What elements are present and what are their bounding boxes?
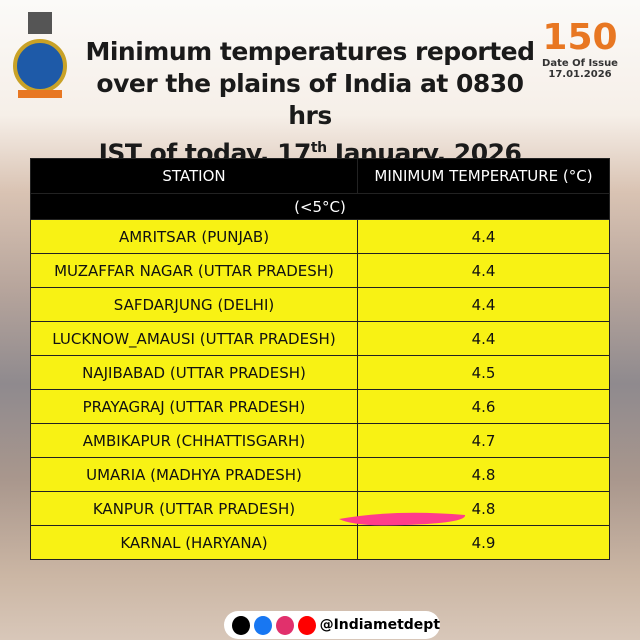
table-row: UMARIA (MADHYA PRADESH) 4.8 bbox=[30, 457, 610, 492]
station: KARNAL (HARYANA) bbox=[30, 525, 358, 560]
min-temperature: 4.4 bbox=[357, 321, 610, 356]
min-temperature: 4.4 bbox=[357, 287, 610, 322]
badge-number: 150 bbox=[542, 17, 618, 58]
title-line: over the plains of India at 0830 hrs bbox=[80, 68, 540, 132]
instagram-icon[interactable] bbox=[275, 615, 294, 635]
min-temperature: 4.5 bbox=[357, 355, 610, 390]
social-footer: @Indiametdept bbox=[224, 611, 440, 639]
min-temperature: 4.4 bbox=[357, 253, 610, 288]
title-superscript: th bbox=[310, 140, 327, 156]
temperature-table: STATION MINIMUM TEMPERATURE (°C) (<5°C) … bbox=[30, 158, 610, 560]
station: UMARIA (MADHYA PRADESH) bbox=[30, 457, 358, 492]
group-header: (<5°C) bbox=[30, 193, 610, 220]
issue-label: Date Of Issue bbox=[542, 58, 618, 69]
station: SAFDARJUNG (DELHI) bbox=[30, 287, 358, 322]
table-row: SAFDARJUNG (DELHI) 4.4 bbox=[30, 287, 610, 322]
anniversary-badge: 150 Date Of Issue 17.01.2026 bbox=[540, 17, 620, 81]
min-temperature: 4.7 bbox=[357, 423, 610, 458]
table-row: AMRITSAR (PUNJAB) 4.4 bbox=[30, 219, 610, 254]
station: PRAYAGRAJ (UTTAR PRADESH) bbox=[30, 389, 358, 424]
youtube-icon[interactable] bbox=[297, 615, 316, 635]
min-temperature: 4.8 bbox=[357, 457, 610, 492]
min-temperature: 4.6 bbox=[357, 389, 610, 424]
station: MUZAFFAR NAGAR (UTTAR PRADESH) bbox=[30, 253, 358, 288]
min-temperature: 4.4 bbox=[357, 219, 610, 254]
issue-date: 17.01.2026 bbox=[548, 69, 612, 80]
station: LUCKNOW_AMAUSI (UTTAR PRADESH) bbox=[30, 321, 358, 356]
title: Minimum temperatures reported over the pl… bbox=[80, 36, 540, 169]
station: AMRITSAR (PUNJAB) bbox=[30, 219, 358, 254]
table-row: KANPUR (UTTAR PRADESH) 4.8 bbox=[30, 491, 610, 526]
title-text: over the plains of India at 0830 hrs bbox=[96, 69, 524, 130]
column-header: MINIMUM TEMPERATURE (°C) bbox=[357, 158, 610, 194]
facebook-icon[interactable] bbox=[253, 615, 272, 635]
station: AMBIKAPUR (CHHATTISGARH) bbox=[30, 423, 358, 458]
station: KANPUR (UTTAR PRADESH) bbox=[30, 491, 358, 526]
title-line: Minimum temperatures reported bbox=[80, 36, 540, 68]
redaction-mark bbox=[339, 512, 466, 526]
station: NAJIBABAD (UTTAR PRADESH) bbox=[30, 355, 358, 390]
table-row: LUCKNOW_AMAUSI (UTTAR PRADESH) 4.4 bbox=[30, 321, 610, 356]
min-temperature: 4.9 bbox=[357, 525, 610, 560]
table-row: MUZAFFAR NAGAR (UTTAR PRADESH) 4.4 bbox=[30, 253, 610, 288]
table-row: NAJIBABAD (UTTAR PRADESH) 4.5 bbox=[30, 355, 610, 390]
x-icon[interactable] bbox=[232, 615, 250, 635]
imd-logo bbox=[13, 12, 67, 98]
table-row: KARNAL (HARYANA) 4.9 bbox=[30, 525, 610, 560]
title-text: Minimum temperatures reported bbox=[85, 37, 535, 66]
table-row: PRAYAGRAJ (UTTAR PRADESH) 4.6 bbox=[30, 389, 610, 424]
table-row: AMBIKAPUR (CHHATTISGARH) 4.7 bbox=[30, 423, 610, 458]
handle[interactable]: @Indiametdept bbox=[319, 617, 441, 633]
column-header: STATION bbox=[30, 158, 358, 194]
